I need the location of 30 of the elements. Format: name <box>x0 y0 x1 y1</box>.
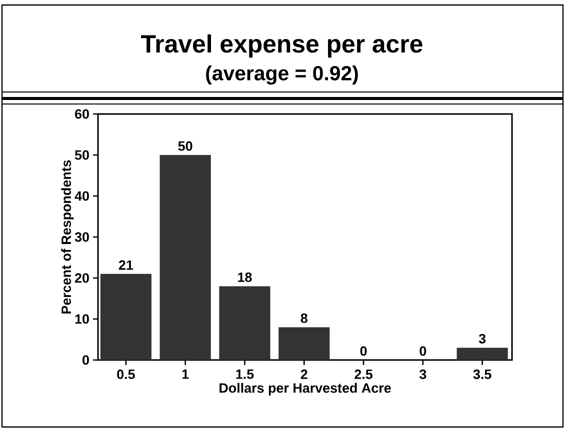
x-tick-label: 1 <box>182 370 189 379</box>
x-tick-label: 2 <box>300 370 308 379</box>
bar <box>278 327 330 360</box>
data-label: 0 <box>420 346 426 356</box>
x-tick-label: 2.5 <box>354 370 372 380</box>
y-tick-label: 0 <box>82 355 89 365</box>
bar <box>456 348 508 360</box>
chart-subtitle: (average = 0.92) <box>206 65 358 85</box>
y-axis-title: Percent of Respondents <box>61 160 74 314</box>
data-label: 18 <box>238 272 252 282</box>
y-tick-label: 50 <box>74 150 89 160</box>
bar <box>219 286 270 360</box>
x-tick-label: 3 <box>419 370 426 380</box>
data-label: 8 <box>300 313 308 323</box>
y-tick-label: 40 <box>74 191 89 201</box>
data-label: 21 <box>118 260 134 270</box>
x-axis-title: Dollars per Harvested Acre <box>220 382 391 396</box>
chart-title: Travel expense per acre <box>141 34 422 58</box>
data-label: 3 <box>478 334 486 344</box>
bar <box>160 155 211 360</box>
x-tick-label: 0.5 <box>117 370 135 380</box>
data-label: 0 <box>360 346 367 356</box>
y-tick-label: 10 <box>75 314 89 324</box>
y-tick-label: 30 <box>74 232 89 242</box>
data-label: 50 <box>178 141 192 151</box>
bar <box>100 274 152 360</box>
x-tick-label: 3.5 <box>473 370 492 380</box>
y-tick-label: 20 <box>74 273 89 283</box>
y-tick-label: 60 <box>75 109 89 119</box>
x-tick-label: 1.5 <box>236 370 254 379</box>
